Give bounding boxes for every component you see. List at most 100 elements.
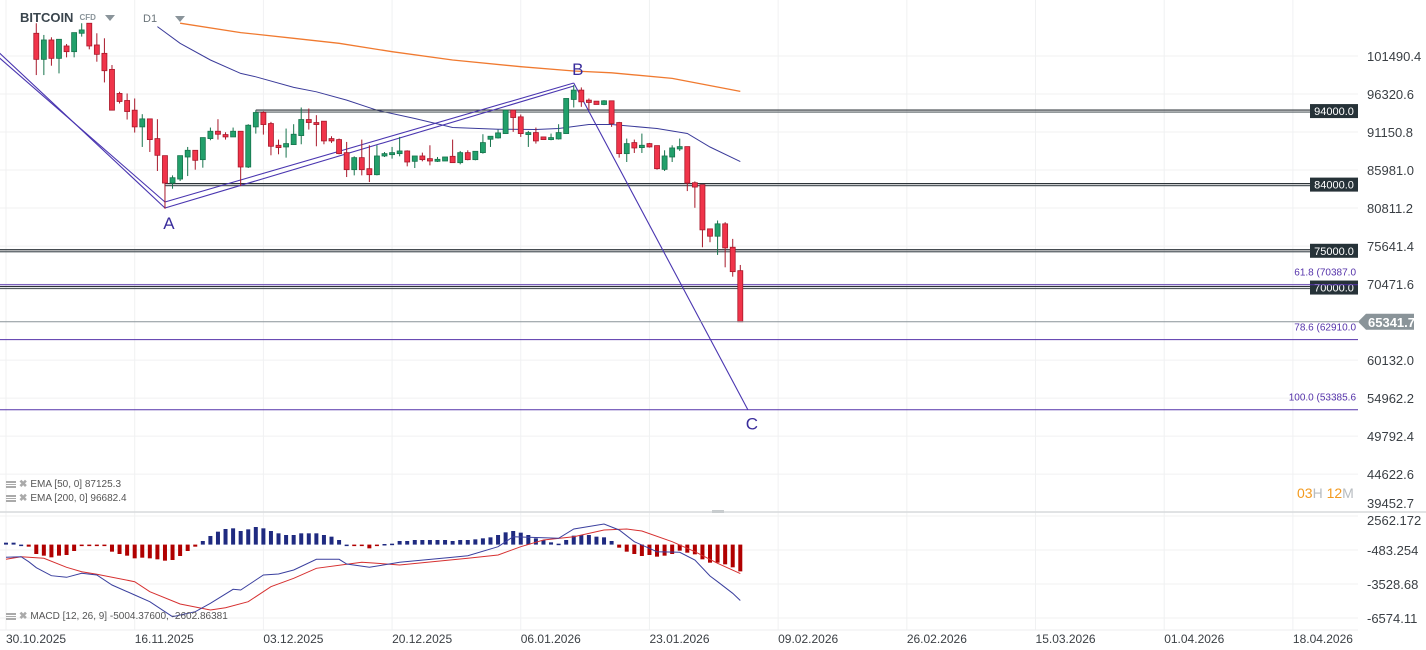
settings-icon[interactable]	[6, 613, 16, 620]
candle-body	[275, 144, 282, 149]
macd-histogram-bar	[397, 540, 402, 545]
trendline[interactable]	[0, 57, 166, 203]
candle-body	[684, 146, 691, 184]
candle-bullish	[230, 127, 237, 138]
candle-body	[252, 112, 259, 128]
close-icon[interactable]: ✖	[19, 611, 28, 622]
price-axis-label: 96320.6	[1367, 87, 1414, 102]
macd-histogram-bar	[147, 544, 152, 559]
candle-bearish	[336, 138, 342, 155]
macd-histogram-bar	[117, 544, 122, 554]
candle-body	[729, 246, 736, 273]
macd-histogram-bar	[306, 533, 311, 545]
price-axis-label: 75641.4	[1367, 239, 1414, 254]
candle-bearish	[449, 139, 456, 164]
price-axis-label: 91150.8	[1367, 125, 1413, 140]
macd-histogram-bar	[246, 529, 251, 545]
price-axis-label: 85981.0	[1367, 163, 1414, 178]
candle-bullish	[374, 145, 380, 176]
candle-body	[328, 138, 335, 142]
macd-histogram-bar	[496, 535, 501, 545]
candle-body	[601, 100, 607, 105]
candle-body	[623, 143, 630, 155]
macd-histogram-bar	[488, 537, 493, 545]
candle-bearish	[154, 119, 161, 172]
candle-body	[381, 153, 388, 157]
candle-bearish	[343, 141, 350, 178]
candle-body	[237, 130, 244, 168]
candle-body	[540, 136, 547, 140]
fibonacci-level-label: 100.0 (53385.6	[1289, 393, 1357, 404]
candle-body	[86, 22, 93, 47]
macd-histogram-bar	[284, 535, 289, 545]
macd-axis-label: 2562.172	[1367, 513, 1421, 528]
macd-histogram-bar	[647, 544, 652, 556]
candle-body	[63, 45, 70, 53]
ema200-line	[180, 22, 741, 93]
candle-body	[101, 52, 108, 72]
price-axis-label: 49792.4	[1367, 429, 1414, 444]
candle-bullish	[290, 124, 297, 146]
macd-histogram-bar	[352, 544, 357, 547]
candle-bullish	[502, 109, 509, 134]
candle-bearish	[427, 145, 433, 166]
candle-body	[177, 155, 184, 180]
candle-bullish	[563, 98, 570, 134]
settings-icon[interactable]	[6, 481, 16, 488]
candle-bullish	[601, 100, 607, 106]
candle-body	[146, 118, 153, 140]
timeframe-selector[interactable]: D1	[143, 13, 186, 25]
chevron-down-icon[interactable]	[175, 16, 186, 22]
candle-body	[321, 120, 327, 142]
candle-bearish	[305, 108, 312, 130]
macd-histogram-bar	[715, 544, 720, 563]
candle-body	[139, 118, 146, 128]
date-axis-label: 15.03.2026	[1036, 632, 1096, 646]
candle-body	[548, 137, 554, 140]
candle-bearish	[419, 152, 426, 162]
candle-bullish	[381, 151, 388, 157]
macd-histogram-bar	[200, 540, 205, 545]
trendline[interactable]	[573, 82, 749, 410]
macd-legend-text: MACD [12, 26, 9] -5004.37600, -2602.8638…	[30, 611, 228, 622]
candle-body	[351, 157, 358, 171]
symbol-name: BITCOIN	[20, 10, 74, 25]
candle-body	[480, 142, 486, 154]
candle-body	[563, 98, 570, 134]
symbol-selector[interactable]: BITCOIN CFD	[20, 10, 115, 25]
chevron-down-icon[interactable]	[104, 14, 115, 21]
macd-histogram-bar	[586, 535, 591, 545]
macd-histogram-bar	[193, 544, 198, 547]
candle-bearish	[33, 23, 40, 76]
macd-histogram-bar	[178, 544, 183, 557]
candle-body	[374, 155, 380, 176]
macd-histogram-bar	[132, 544, 137, 559]
candle-bullish	[457, 150, 464, 165]
candle-body	[169, 177, 176, 184]
macd-histogram-bar	[480, 538, 485, 545]
date-axis-label: 30.10.2025	[6, 632, 66, 646]
pane-resize-handle[interactable]	[712, 510, 724, 513]
candle-bearish	[540, 136, 547, 140]
macd-histogram-bar	[390, 543, 395, 546]
candle-bearish	[237, 130, 244, 187]
candle-bearish	[222, 132, 229, 140]
trendline[interactable]	[164, 82, 574, 203]
level-price-tag-text: 94000.0	[1314, 106, 1354, 118]
date-axis-label: 16.11.2025	[135, 632, 194, 646]
candle-body	[245, 124, 252, 168]
close-icon[interactable]: ✖	[19, 493, 28, 504]
candle-body	[396, 150, 403, 155]
macd-histogram-bar	[571, 535, 576, 545]
settings-icon[interactable]	[6, 495, 16, 502]
candle-body	[298, 119, 305, 136]
candle-bullish	[480, 134, 486, 154]
candle-bullish	[252, 110, 259, 134]
candle-bearish	[722, 222, 729, 268]
candle-bullish	[177, 155, 184, 182]
candle-bullish	[389, 146, 395, 159]
macd-histogram-bar	[19, 544, 24, 547]
close-icon[interactable]: ✖	[19, 479, 28, 490]
macd-histogram-bar	[549, 542, 554, 545]
